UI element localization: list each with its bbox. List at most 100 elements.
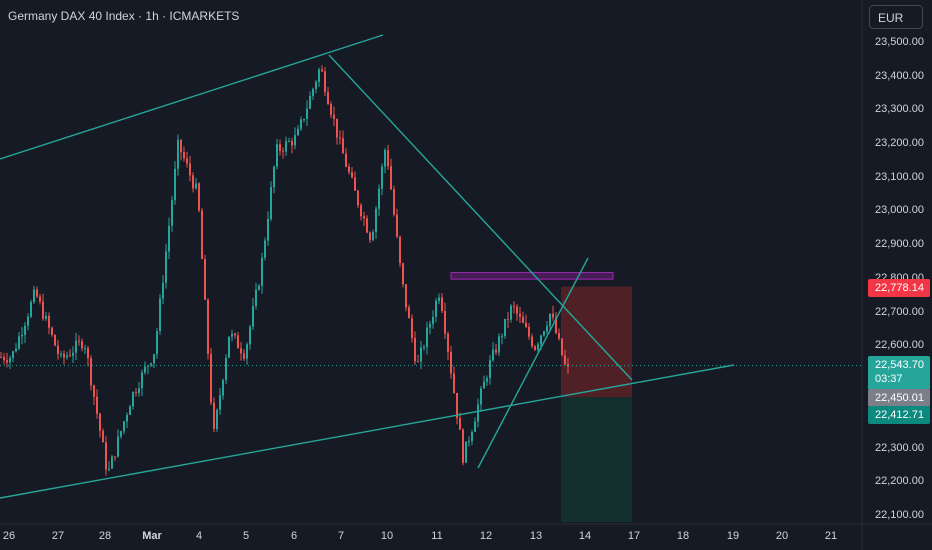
candle-body [456, 392, 458, 419]
candle-body [501, 336, 503, 338]
candle-body [237, 335, 239, 349]
candle-body [18, 336, 20, 349]
current-price-tag: 22,543.70 03:37 [868, 356, 930, 390]
candle-body [528, 326, 530, 337]
x-tick-label: 10 [380, 530, 394, 542]
candle-body [366, 218, 368, 233]
candle-body [240, 348, 242, 354]
candle-body [543, 331, 545, 336]
candle-body [42, 301, 44, 319]
trendline[interactable] [477, 257, 589, 469]
candle-body [471, 431, 473, 442]
candle-body [423, 347, 425, 349]
candle-body [336, 118, 338, 138]
currency-selector[interactable]: EUR [869, 5, 923, 29]
candle-body [315, 82, 317, 89]
x-tick-label: 27 [51, 530, 65, 542]
candle-body [411, 318, 413, 339]
candle-body [27, 316, 29, 326]
candle-body [105, 442, 107, 470]
candle-body [426, 327, 428, 348]
candle-body [102, 430, 104, 443]
candle-body [156, 331, 158, 355]
candle-body [309, 95, 311, 109]
candle-body [279, 144, 281, 151]
candle-body [9, 357, 11, 363]
candle-body [558, 333, 560, 339]
candle-body [6, 360, 8, 363]
candle-body [126, 414, 128, 422]
candle-body [207, 299, 209, 354]
candle-body [219, 395, 221, 410]
candle-body [261, 257, 263, 286]
candle-body [438, 297, 440, 301]
candle-body [552, 313, 554, 318]
x-tick-label: 20 [775, 530, 789, 542]
candle-body [276, 144, 278, 167]
candle-body [420, 347, 422, 362]
candle-body [189, 163, 191, 176]
candle-body [183, 152, 185, 159]
candle-body [36, 289, 38, 297]
candle-body [129, 406, 131, 415]
candle-body [378, 188, 380, 209]
candle-body [495, 349, 497, 353]
y-tick-label: 23,400.00 [875, 70, 924, 82]
candle-body [225, 357, 227, 380]
candle-body [168, 225, 170, 252]
candle-body [120, 431, 122, 437]
candle-body [54, 334, 56, 346]
candle-body [222, 379, 224, 396]
entry-price-tag: 22,450.01 [868, 389, 930, 407]
candle-body [249, 326, 251, 345]
trendline[interactable] [328, 54, 633, 381]
candle-body [459, 418, 461, 430]
candle-body [345, 153, 347, 167]
candle-body [447, 333, 449, 352]
candle-body [66, 355, 68, 358]
candle-body [123, 421, 125, 432]
candle-body [435, 300, 437, 317]
take-profit-zone[interactable] [561, 397, 632, 522]
candle-body [483, 381, 485, 389]
x-tick-label: 19 [726, 530, 740, 542]
candle-body [432, 316, 434, 324]
candle-body [549, 313, 551, 326]
candle-body [198, 183, 200, 211]
candle-body [144, 366, 146, 373]
candle-body [384, 150, 386, 167]
candle-body [375, 208, 377, 233]
x-tick-label: Mar [142, 530, 162, 542]
trendline[interactable] [0, 364, 735, 499]
candle-body [150, 363, 152, 366]
candle-body [564, 355, 566, 365]
candle-body [210, 353, 212, 403]
candle-body [312, 88, 314, 96]
candle-body [81, 341, 83, 349]
candle-body [165, 251, 167, 283]
candle-body [372, 232, 374, 241]
trendline[interactable] [0, 34, 384, 160]
candle-body [141, 372, 143, 389]
candle-body [252, 305, 254, 327]
candle-body [330, 104, 332, 115]
candle-body [57, 345, 59, 355]
x-tick-label: 4 [195, 530, 203, 542]
candle-body [444, 310, 446, 334]
candle-body [402, 263, 404, 285]
candle-body [30, 301, 32, 317]
candle-body [399, 236, 401, 264]
candle-body [114, 456, 116, 458]
candle-body [537, 344, 539, 350]
candle-body [507, 318, 509, 320]
x-tick-label: 5 [242, 530, 250, 542]
candle-body [90, 358, 92, 386]
candle-body [39, 296, 41, 302]
candle-body [492, 349, 494, 361]
x-tick-label: 21 [824, 530, 838, 542]
candle-body [84, 348, 86, 350]
y-tick-label: 23,300.00 [875, 103, 924, 115]
candle-body [414, 338, 416, 362]
candle-body [300, 119, 302, 129]
